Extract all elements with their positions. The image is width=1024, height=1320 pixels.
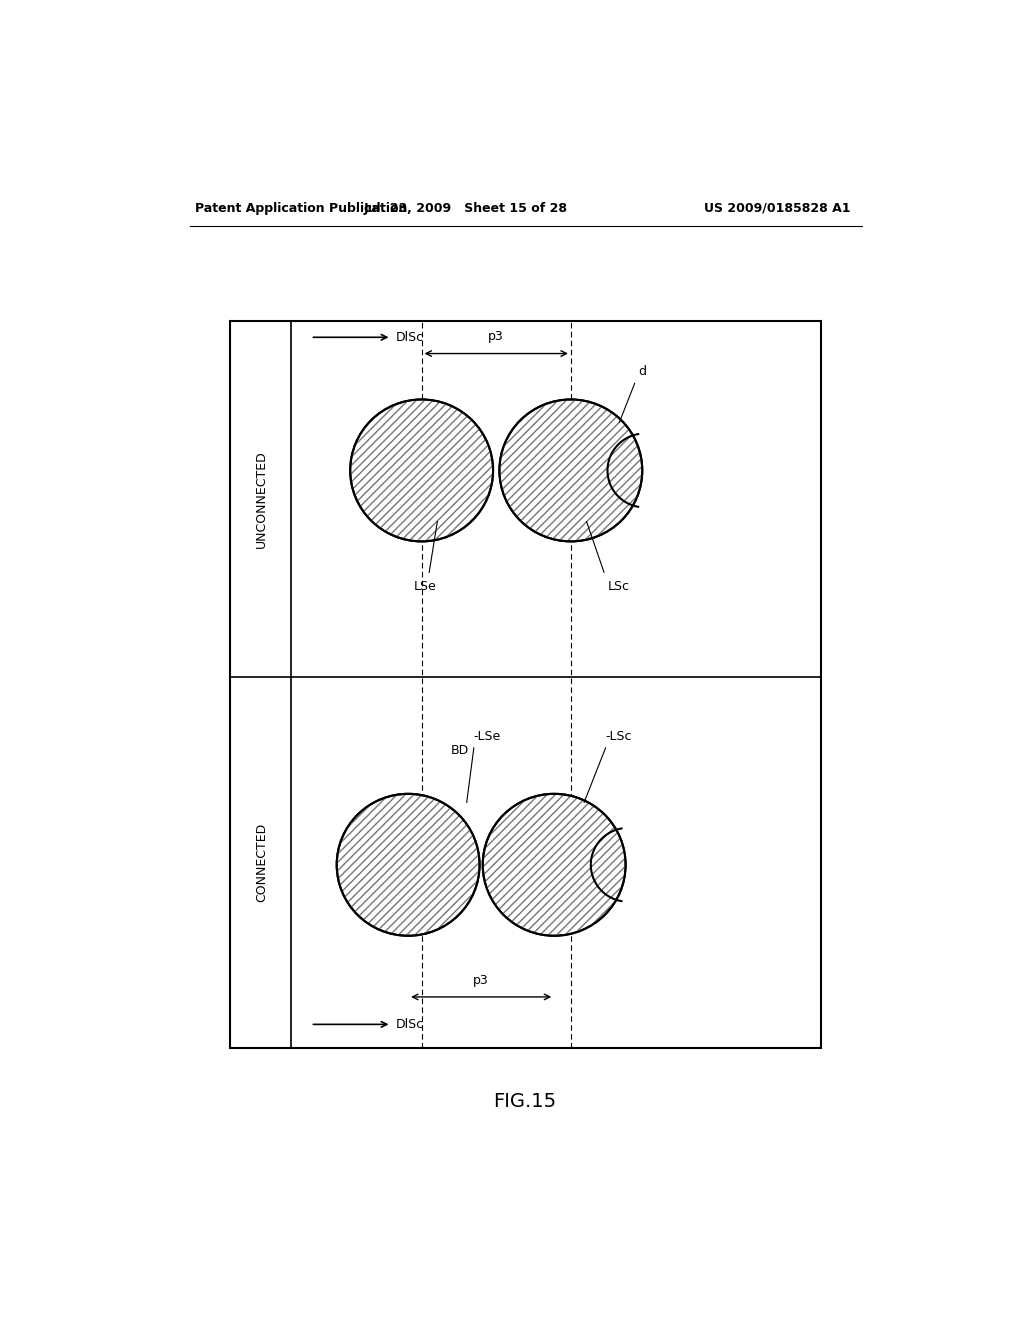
Text: LSc: LSc [608, 581, 630, 594]
Ellipse shape [350, 400, 494, 541]
Text: LSe: LSe [414, 581, 436, 594]
Text: US 2009/0185828 A1: US 2009/0185828 A1 [703, 202, 850, 215]
Ellipse shape [337, 793, 479, 936]
Ellipse shape [482, 793, 626, 936]
Text: -LSc: -LSc [605, 730, 632, 743]
Text: Jul. 23, 2009   Sheet 15 of 28: Jul. 23, 2009 Sheet 15 of 28 [364, 202, 567, 215]
Text: p3: p3 [488, 330, 504, 343]
Text: d: d [639, 366, 647, 379]
Bar [229, 321, 821, 1048]
Text: BD: BD [451, 744, 469, 756]
Text: p3: p3 [473, 974, 489, 987]
Text: FIG.15: FIG.15 [494, 1092, 556, 1111]
Text: DlSc: DlSc [396, 1018, 424, 1031]
Text: Patent Application Publication: Patent Application Publication [196, 202, 408, 215]
Text: UNCONNECTED: UNCONNECTED [255, 450, 268, 548]
Text: CONNECTED: CONNECTED [255, 822, 268, 902]
Ellipse shape [500, 400, 642, 541]
Text: -LSe: -LSe [474, 730, 501, 743]
Text: DlSc: DlSc [396, 331, 424, 343]
